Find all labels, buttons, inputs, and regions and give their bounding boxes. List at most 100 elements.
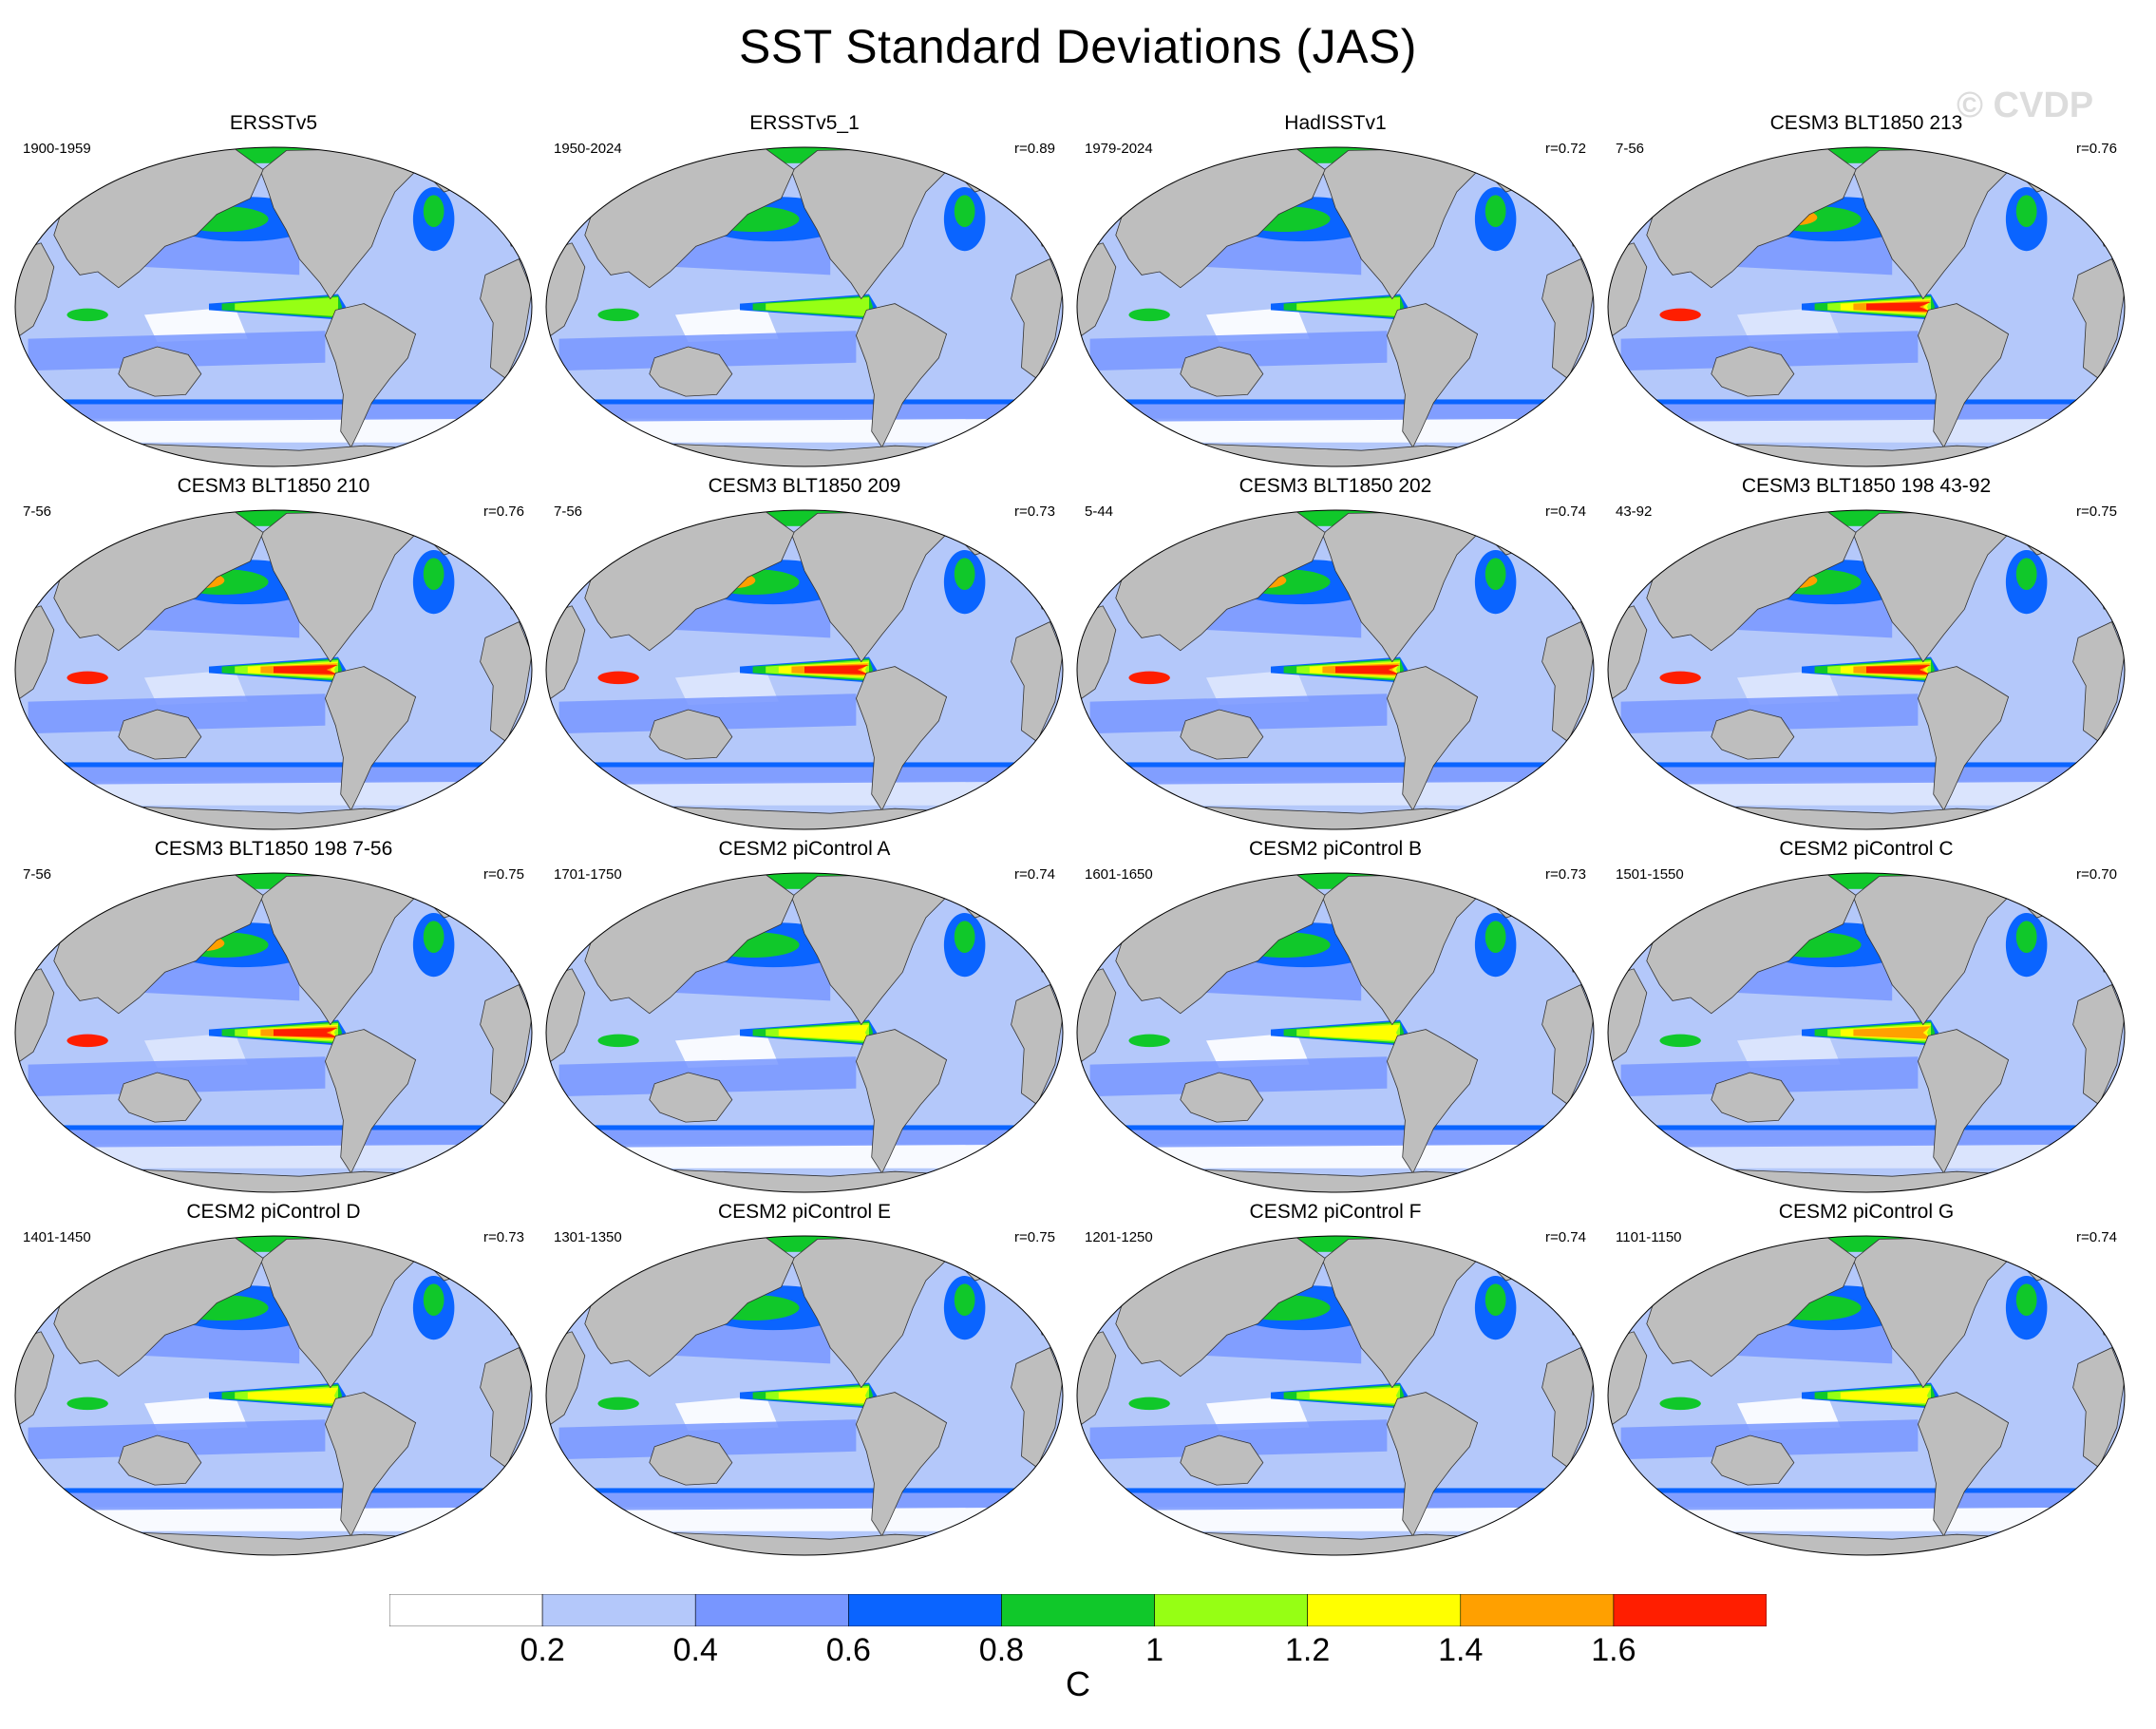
map-panel: HadISSTv1 1979-2024 r=0.72 <box>1069 112 1601 473</box>
land-mass <box>15 968 55 1066</box>
land-mass <box>1077 968 1117 1066</box>
panel-period: 1401-1450 <box>23 1229 91 1245</box>
land-mass <box>1321 511 1479 663</box>
panel-title: CESM2 piControl F <box>1249 1201 1422 1223</box>
land-mass <box>1386 1029 1479 1174</box>
panel-correlation: r=0.89 <box>1014 141 1055 157</box>
panel-period: 7-56 <box>23 866 52 883</box>
panel-period: 7-56 <box>23 504 52 520</box>
panel-title: CESM2 piControl C <box>1779 838 1954 860</box>
colorbar-swatch <box>541 1594 696 1626</box>
map-outline <box>545 146 1064 467</box>
panel-correlation: r=0.73 <box>1014 504 1055 520</box>
map-outline <box>545 509 1064 830</box>
land-mass <box>546 968 586 1066</box>
land-mass <box>1852 511 2010 663</box>
map-panel: CESM2 piControl G 1101-1150 r=0.74 <box>1600 1201 2132 1562</box>
panel-period: 1601-1650 <box>1085 866 1153 883</box>
panel-correlation: r=0.74 <box>1545 1229 1586 1245</box>
panel-correlation: r=0.74 <box>2076 1229 2117 1245</box>
map-outline <box>1076 1235 1595 1556</box>
colorbar-swatch <box>1001 1594 1155 1626</box>
land-mass <box>649 1072 733 1123</box>
world-map <box>1076 1235 1595 1556</box>
panel-correlation: r=0.74 <box>1545 504 1586 520</box>
land-mass <box>790 148 948 300</box>
land-mass <box>649 346 733 397</box>
land-mass <box>1917 666 2010 811</box>
land-mass <box>855 303 948 448</box>
land-mass <box>1386 666 1479 811</box>
world-map <box>545 1235 1064 1556</box>
land-mass <box>259 1237 417 1389</box>
land-mass <box>1711 1072 1795 1123</box>
world-map <box>1607 872 2126 1193</box>
land-mass <box>1711 346 1795 397</box>
land-mass <box>1711 1434 1795 1486</box>
world-map <box>1076 872 1595 1193</box>
map-outline <box>1076 872 1595 1193</box>
map-panel: CESM2 piControl D 1401-1450 r=0.73 <box>8 1201 539 1562</box>
map-outline <box>545 1235 1064 1556</box>
panel-title: CESM2 piControl A <box>718 838 891 860</box>
land-mass <box>324 1392 417 1537</box>
land-mass <box>1321 148 1479 300</box>
map-panel: CESM3 BLT1850 198 43-92 43-92 r=0.75 <box>1600 475 2132 836</box>
colorbar-tick-label: 0.2 <box>520 1632 565 1668</box>
world-map <box>14 509 533 830</box>
land-mass <box>1077 605 1117 703</box>
panel-title: CESM2 piControl B <box>1248 838 1423 860</box>
land-mass <box>118 1434 202 1486</box>
land-mass <box>546 1331 586 1429</box>
colorbar <box>389 1594 1767 1626</box>
world-map <box>1607 509 2126 830</box>
land-mass <box>1917 1029 2010 1174</box>
map-outline <box>14 1235 533 1556</box>
land-mass <box>259 874 417 1026</box>
panel-correlation: r=0.73 <box>483 1229 524 1245</box>
panel-correlation: r=0.72 <box>1545 141 1586 157</box>
world-map <box>545 872 1064 1193</box>
colorbar-tick-label: 1.6 <box>1591 1632 1636 1668</box>
land-mass <box>546 605 586 703</box>
land-mass <box>118 1072 202 1123</box>
panel-period: 1900-1959 <box>23 141 91 157</box>
panel-title: CESM3 BLT1850 198 7-56 <box>154 838 393 860</box>
land-mass <box>790 511 948 663</box>
land-mass <box>1386 303 1479 448</box>
land-mass <box>15 605 55 703</box>
land-mass <box>1077 242 1117 340</box>
land-mass <box>1852 1237 2010 1389</box>
panel-correlation: r=0.70 <box>2076 866 2117 883</box>
panel-correlation: r=0.76 <box>483 504 524 520</box>
world-map <box>545 509 1064 830</box>
panel-title: CESM3 BLT1850 198 43-92 <box>1741 475 1992 497</box>
land-mass <box>1711 709 1795 760</box>
world-map <box>1076 509 1595 830</box>
panel-title: CESM3 BLT1850 213 <box>1769 112 1963 134</box>
land-mass <box>1321 1237 1479 1389</box>
map-outline <box>545 872 1064 1193</box>
map-outline <box>14 146 533 467</box>
colorbar-swatch <box>1613 1594 1767 1626</box>
panel-period: 1701-1750 <box>554 866 622 883</box>
land-mass <box>1077 1331 1117 1429</box>
world-map <box>545 146 1064 467</box>
panel-title: HadISSTv1 <box>1284 112 1387 134</box>
land-mass <box>118 709 202 760</box>
world-map <box>1607 146 2126 467</box>
map-panel: CESM3 BLT1850 210 7-56 r=0.76 <box>8 475 539 836</box>
land-mass <box>1321 874 1479 1026</box>
panel-correlation: r=0.74 <box>1014 866 1055 883</box>
world-map <box>1607 1235 2126 1556</box>
land-mass <box>790 1237 948 1389</box>
panel-correlation: r=0.75 <box>2076 504 2117 520</box>
colorbar-swatch <box>1307 1594 1462 1626</box>
panel-correlation: r=0.76 <box>2076 141 2117 157</box>
panel-period: 1301-1350 <box>554 1229 622 1245</box>
colorbar-swatch <box>389 1594 543 1626</box>
panel-period: 1101-1150 <box>1616 1229 1682 1245</box>
panel-period: 43-92 <box>1616 504 1653 520</box>
map-outline <box>1607 146 2126 467</box>
cvdp-watermark: © CVDP <box>1957 86 2094 125</box>
